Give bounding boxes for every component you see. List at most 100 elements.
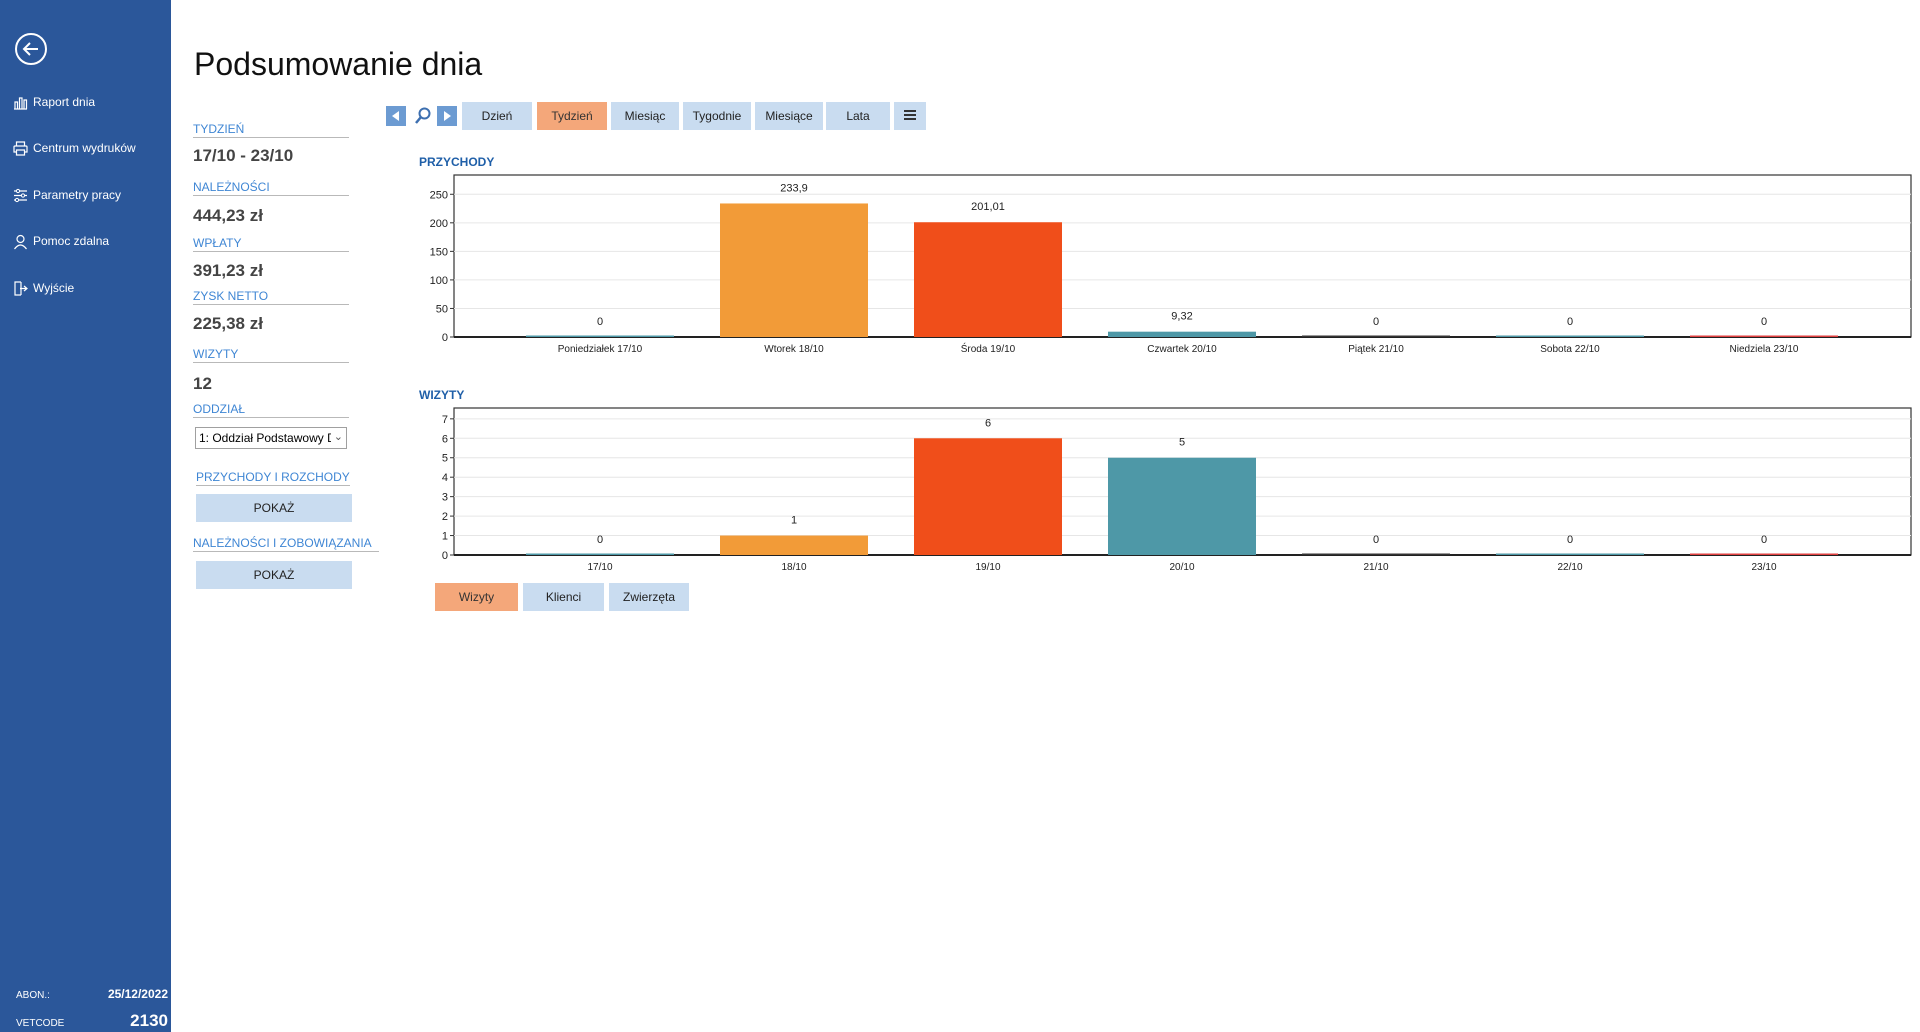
sidebar-item-label: Centrum wydruków xyxy=(33,141,136,155)
data-label: 0 xyxy=(597,316,603,328)
branch-select[interactable]: 1: Oddział Podstawowy D ⌄ xyxy=(195,427,347,449)
sidebar-item-wyjscie[interactable]: Wyjście xyxy=(12,277,74,299)
printer-icon xyxy=(13,140,28,156)
x-tick-label: 17/10 xyxy=(587,562,612,573)
payments-value: 391,23 zł xyxy=(193,261,263,280)
bar xyxy=(1690,335,1838,337)
sidebar-item-label: Raport dnia xyxy=(33,95,96,109)
visits-toggle-button[interactable]: Wizyty xyxy=(435,583,518,611)
data-label: 9,32 xyxy=(1171,311,1192,323)
period-weeks-button[interactable]: Tygodnie xyxy=(683,102,751,130)
sidebar-item-centrum-wydrukow[interactable]: Centrum wydruków xyxy=(12,137,136,159)
bar xyxy=(1302,335,1450,337)
period-week-button[interactable]: Tydzień xyxy=(537,102,607,130)
menu-button[interactable] xyxy=(894,102,926,130)
data-label: 0 xyxy=(1761,534,1767,546)
x-tick-label: Czwartek 20/10 xyxy=(1147,344,1217,355)
hamburger-menu-icon xyxy=(904,109,916,120)
vetcode-value: 2130 xyxy=(130,1011,168,1030)
y-tick-label: 50 xyxy=(436,303,448,315)
chevron-down-icon: ⌄ xyxy=(333,431,343,443)
data-label: 0 xyxy=(1373,534,1379,546)
payments-label: WPŁATY xyxy=(193,236,349,252)
data-label: 1 xyxy=(791,515,797,527)
receivables-label: NALEŻNOŚCI xyxy=(193,180,349,196)
bar xyxy=(526,335,674,337)
x-tick-label: Poniedziałek 17/10 xyxy=(558,344,643,355)
bar xyxy=(1690,553,1838,555)
data-label: 233,9 xyxy=(780,182,808,194)
data-label: 0 xyxy=(1567,316,1573,328)
sliders-icon xyxy=(14,188,27,202)
vetcode-label: VETCODE xyxy=(16,1018,65,1029)
bar xyxy=(720,535,868,555)
abon-label: ABON.: xyxy=(16,990,50,1001)
vetcode-row: VETCODE 2130 xyxy=(16,1011,168,1031)
next-period-button[interactable] xyxy=(437,106,457,126)
visits-chart: 0 1 2 3 4 5 6 7 0 17/10 1 18/10 6 19/10 5 20/10 0 21/10 0 2… xyxy=(442,407,1912,573)
sidebar-item-pomoc-zdalna[interactable]: Pomoc zdalna xyxy=(12,230,109,252)
receivables-value: 444,23 zł xyxy=(193,206,263,225)
y-tick-label: 250 xyxy=(430,189,448,201)
data-label: 5 xyxy=(1179,437,1185,449)
arrow-left-circle-icon[interactable] xyxy=(14,32,48,66)
bar xyxy=(1496,335,1644,337)
show-receivables-liabilities-button[interactable]: POKAŻ xyxy=(196,561,352,589)
bar xyxy=(1496,553,1644,555)
income-expense-label: PRZYCHODY I ROZCHODY xyxy=(196,470,350,486)
y-tick-label: 6 xyxy=(442,433,448,445)
data-label: 6 xyxy=(985,417,991,429)
bar xyxy=(914,222,1062,337)
week-value: 17/10 - 23/10 xyxy=(193,146,294,165)
x-tick-label: 18/10 xyxy=(781,562,806,573)
x-tick-label: 21/10 xyxy=(1363,562,1388,573)
show-income-expense-button[interactable]: POKAŻ xyxy=(196,494,352,522)
sidebar-item-label: Parametry pracy xyxy=(33,188,122,202)
period-years-button[interactable]: Lata xyxy=(826,102,890,130)
x-tick-label: Sobota 22/10 xyxy=(1540,344,1600,355)
x-tick-label: 19/10 xyxy=(975,562,1000,573)
bar xyxy=(1302,553,1450,555)
triangle-left-icon xyxy=(392,111,399,121)
x-tick-label: Piątek 21/10 xyxy=(1348,344,1404,355)
visits-value: 12 xyxy=(193,374,212,393)
bar-chart-icon xyxy=(14,96,28,110)
period-months-button[interactable]: Miesiące xyxy=(755,102,823,130)
branch-label: ODDZIAŁ xyxy=(193,402,349,418)
x-tick-label: 20/10 xyxy=(1169,562,1194,573)
x-tick-label: Niedziela 23/10 xyxy=(1730,344,1799,355)
period-day-button[interactable]: Dzień xyxy=(462,102,532,130)
income-chart-title: PRZYCHODY xyxy=(419,155,495,169)
period-month-button[interactable]: Miesiąc xyxy=(611,102,679,130)
sidebar-item-raport-dnia[interactable]: Raport dnia xyxy=(12,91,95,113)
triangle-right-icon xyxy=(444,111,451,121)
visits-label: WIZYTY xyxy=(193,347,349,363)
data-label: 0 xyxy=(1567,534,1573,546)
receivables-liabilities-label: NALEŻNOŚCI I ZOBOWIĄZANIA xyxy=(193,536,379,552)
sidebar-item-label: Wyjście xyxy=(33,281,75,295)
y-tick-label: 0 xyxy=(442,550,448,562)
x-tick-label: Wtorek 18/10 xyxy=(764,344,824,355)
page-title: Podsumowanie dnia xyxy=(194,46,483,82)
y-tick-label: 0 xyxy=(442,332,448,344)
x-tick-label: 23/10 xyxy=(1751,562,1776,573)
week-label: TYDZIEŃ xyxy=(193,122,349,138)
y-tick-label: 5 xyxy=(442,453,448,465)
bar xyxy=(526,553,674,555)
y-tick-label: 100 xyxy=(430,275,448,287)
y-tick-label: 150 xyxy=(430,246,448,258)
y-tick-label: 2 xyxy=(442,511,448,523)
data-label: 201,01 xyxy=(971,201,1005,213)
branch-select-value: 1: Oddział Podstawowy D xyxy=(199,431,331,445)
y-tick-label: 7 xyxy=(442,414,448,426)
visits-chart-title: WIZYTY xyxy=(419,388,465,402)
animals-toggle-button[interactable]: Zwierzęta xyxy=(609,583,689,611)
x-tick-label: Środa 19/10 xyxy=(961,342,1016,355)
data-label: 0 xyxy=(1373,316,1379,328)
magnifier-icon[interactable] xyxy=(413,106,433,126)
clients-toggle-button[interactable]: Klienci xyxy=(523,583,604,611)
sidebar-item-parametry-pracy[interactable]: Parametry pracy xyxy=(12,184,121,206)
y-tick-label: 3 xyxy=(442,492,448,504)
profit-label: ZYSK NETTO xyxy=(193,289,349,305)
previous-period-button[interactable] xyxy=(386,106,406,126)
